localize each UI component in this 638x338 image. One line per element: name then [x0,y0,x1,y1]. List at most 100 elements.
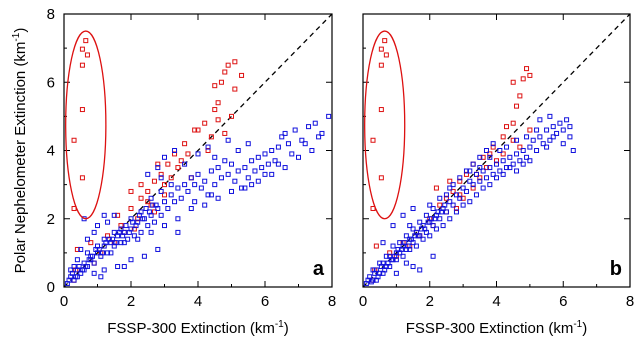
data-point [165,161,171,167]
data-point [397,240,403,246]
data-point [202,202,208,208]
data-point [115,212,121,218]
data-point [483,165,489,171]
data-point [480,154,486,160]
data-point [410,264,416,270]
data-point [272,158,278,164]
data-point [378,46,384,52]
data-point [437,202,443,208]
one-to-one-line [363,14,630,287]
data-point [242,185,248,191]
plot-area [363,14,630,287]
data-point [86,257,92,263]
data-point [395,246,401,252]
data-point [245,141,251,147]
data-point [480,168,486,174]
data-point [403,260,409,266]
data-point [145,188,151,194]
data-point [195,127,201,133]
data-point [423,212,429,218]
data-point [182,141,188,147]
x-tick-label: 6 [559,293,567,310]
data-point [497,148,503,153]
data-point [319,130,325,136]
data-point [490,144,496,150]
data-point [373,243,379,249]
data-point [162,192,167,198]
data-point [527,72,533,78]
data-point [504,124,510,130]
data-point [175,216,181,222]
data-point [483,148,489,153]
data-point [146,209,152,215]
x-tick-label: 2 [426,293,434,310]
data-point [145,199,151,205]
data-point [450,182,456,188]
data-point [192,182,198,188]
data-point [337,128,341,132]
data-point [483,175,489,181]
data-point [108,250,114,256]
data-point [95,223,100,229]
data-point [225,137,231,143]
data-point [91,229,97,235]
data-point [292,127,298,133]
data-point [417,267,423,273]
data-point [101,267,107,273]
data-point [168,182,174,188]
data-point [433,185,439,191]
data-point [126,229,132,235]
data-point [282,130,288,136]
data-point [140,216,146,222]
data-point [477,154,483,160]
data-point [158,212,164,218]
data-point [390,243,396,249]
data-point [427,233,433,239]
data-point [101,212,107,218]
data-point [560,127,566,133]
data-point [428,216,434,222]
data-point [138,195,144,201]
data-point [74,257,80,263]
data-point [470,161,476,167]
data-point [232,86,238,92]
x-tick-label: 0 [359,293,367,310]
y-tick-label: 4 [47,143,55,160]
data-point [309,148,315,153]
data-point [235,168,241,174]
data-point [103,240,109,246]
data-point [79,267,85,273]
data-point [470,182,476,188]
data-point [138,229,144,235]
data-point [79,107,85,113]
scatter-panel-b: 0 2 4 6 8b FSSP-300 Extinction (km-1) [359,13,634,337]
data-point [383,253,389,259]
data-point [79,46,85,52]
data-point [477,178,483,184]
data-point [208,134,214,140]
data-point [470,161,476,167]
data-point [437,216,443,222]
x-tick-label: 0 [60,293,68,310]
data-point [487,182,493,188]
blue-series [64,113,341,287]
data-point [118,223,124,229]
data-point [418,226,424,232]
data-point [195,171,201,177]
data-point [215,117,221,123]
data-point [500,171,506,177]
data-point [252,168,258,174]
data-point [402,240,408,246]
data-point [182,182,188,188]
data-point [440,223,446,229]
data-point [296,154,301,160]
data-point [282,165,288,171]
data-point [410,206,416,212]
data-point [510,161,516,167]
data-point [212,154,218,160]
data-point [457,178,463,184]
data-point [121,264,127,270]
data-point [130,219,136,225]
data-point [497,168,503,174]
data-point [378,264,384,270]
